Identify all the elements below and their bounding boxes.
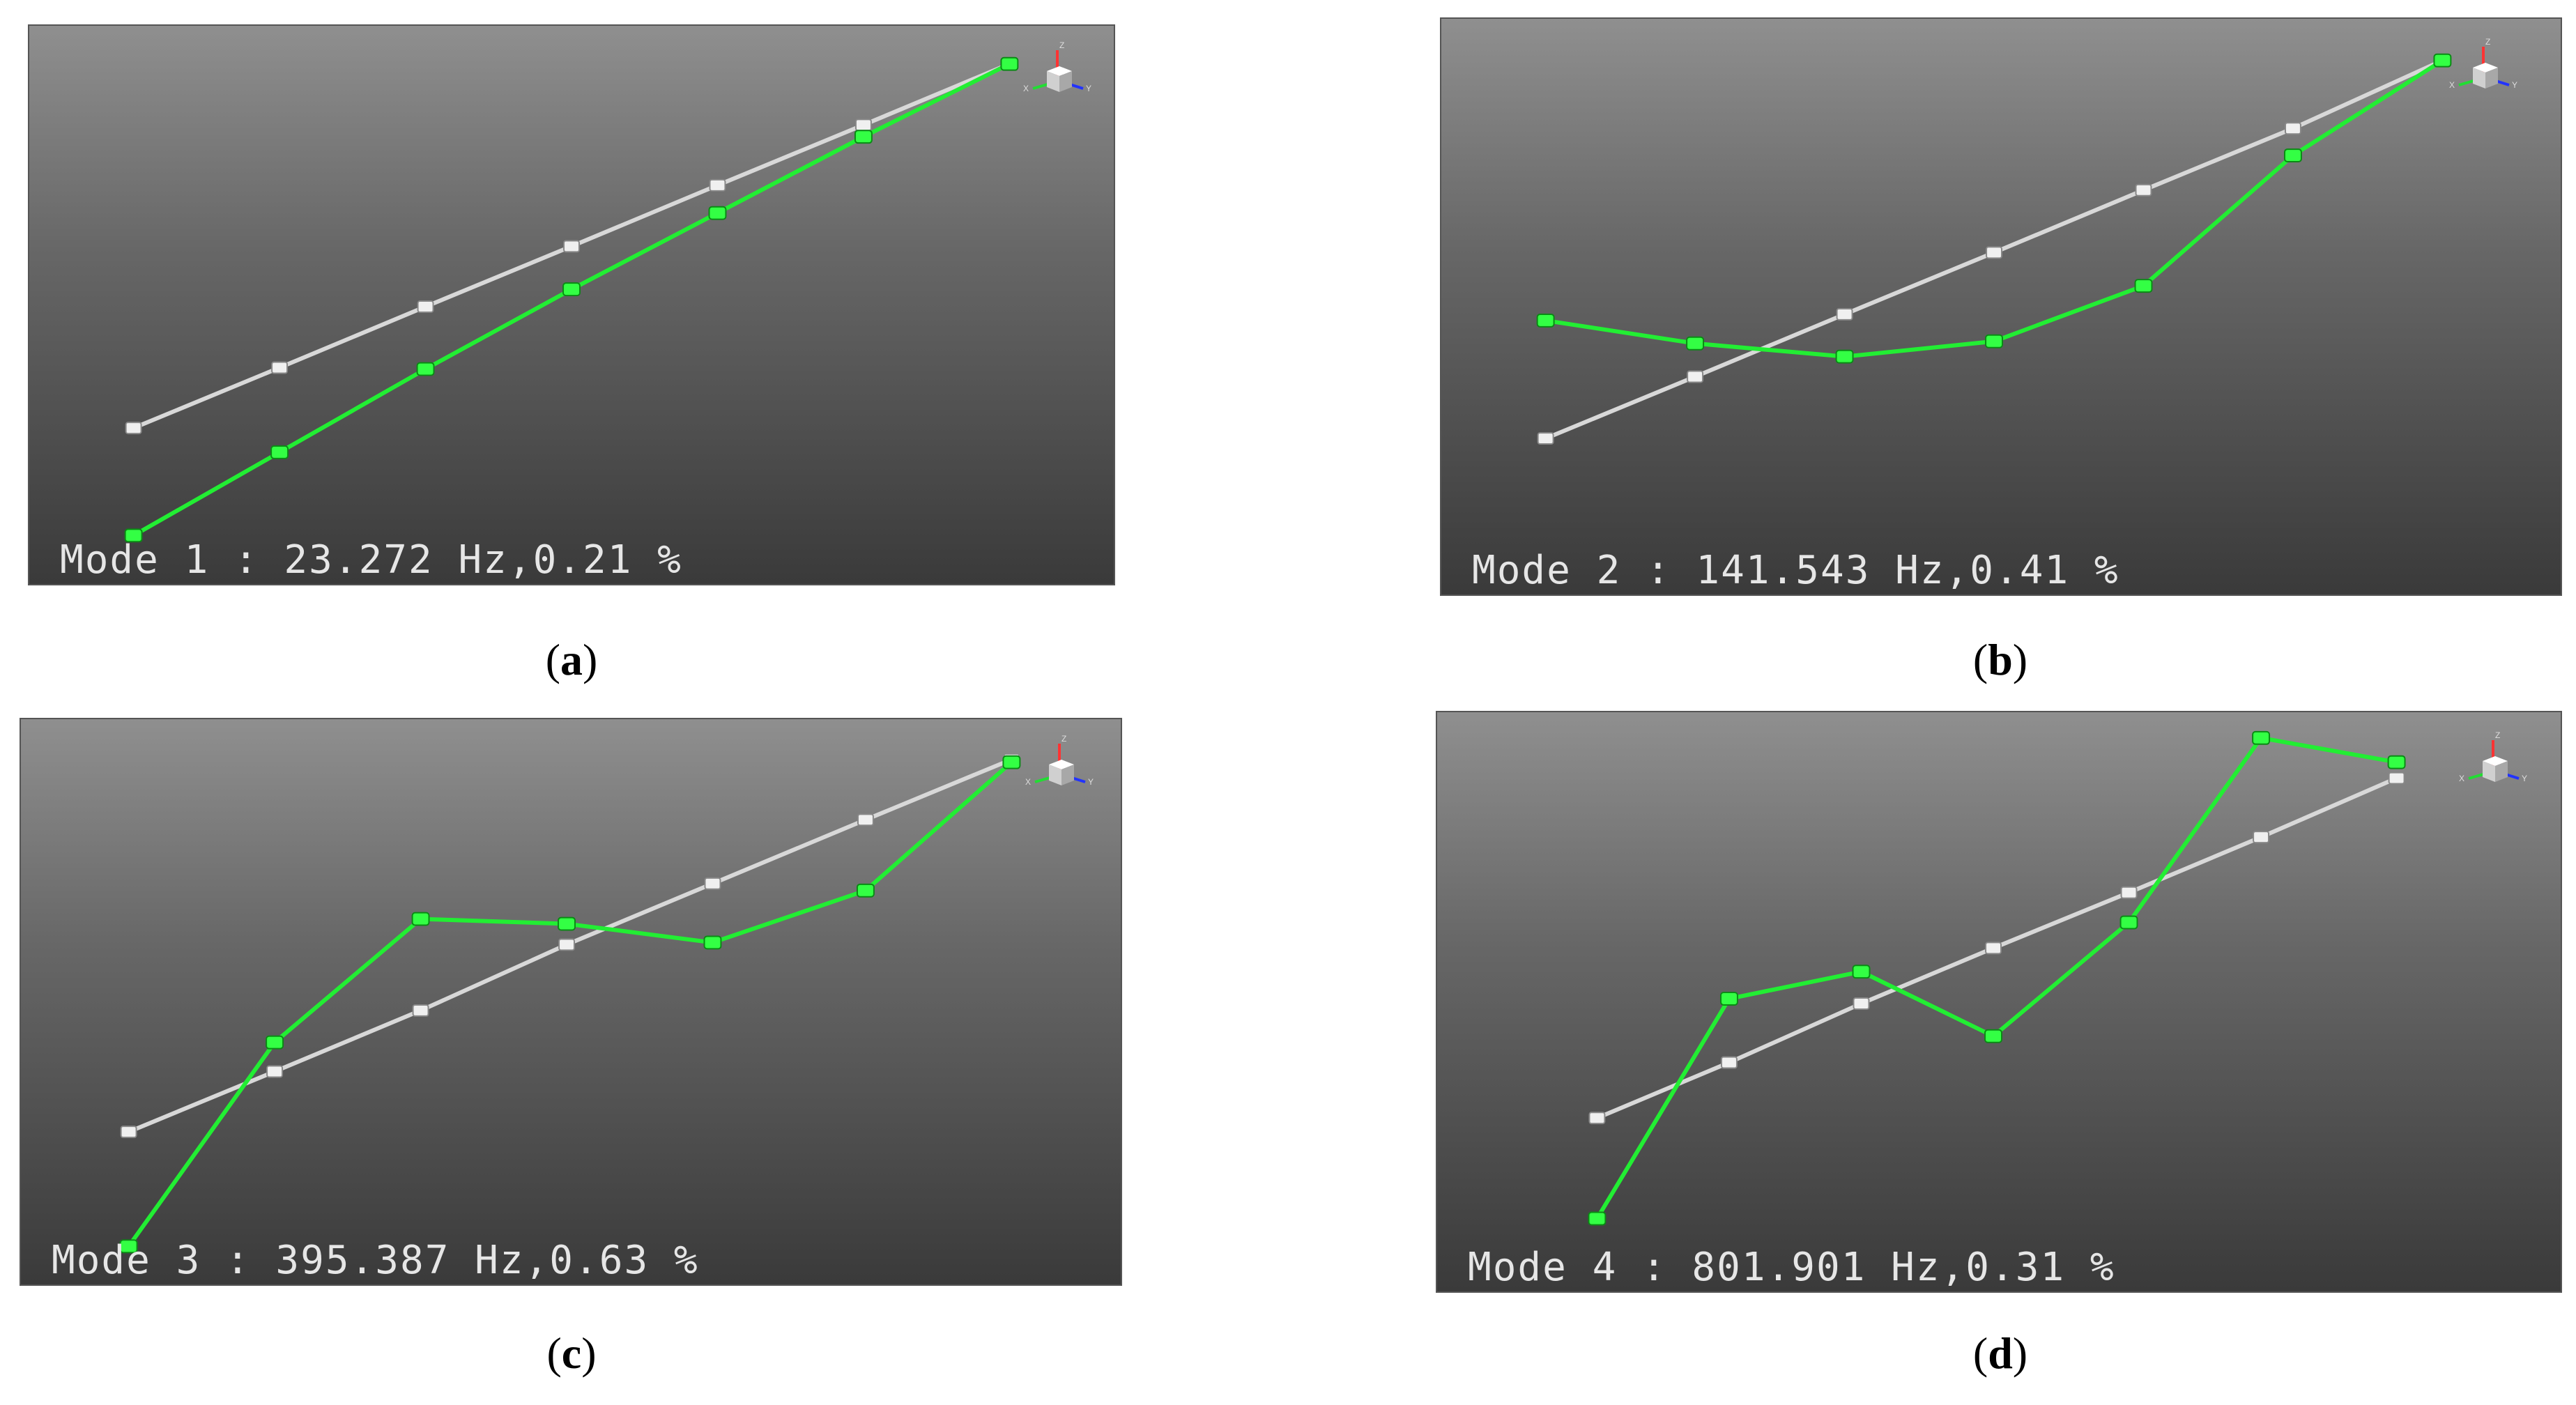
undeformed-node-1 [125, 422, 142, 435]
svg-text:Y: Y [1088, 777, 1094, 787]
mode-shape-plot-a [124, 56, 1019, 543]
deformed-node-4 [1985, 334, 2003, 348]
deformed-node-3 [1852, 965, 1871, 979]
deformed-node-2 [1686, 336, 1705, 351]
mode-label: Mode 1 : 23.272 Hz,0.21 % [60, 537, 682, 583]
caption-c: (c) [546, 1328, 597, 1378]
undeformed-node-4 [558, 938, 575, 951]
undeformed-node-6 [857, 813, 874, 827]
undeformed-node-6 [2284, 122, 2301, 135]
deformed-node-1 [124, 528, 143, 543]
deformed-shape-line [1545, 59, 2444, 359]
undeformed-node-2 [271, 361, 289, 374]
mode-shape-plot-d [1588, 730, 2406, 1226]
deformed-node-4 [558, 916, 576, 931]
undeformed-node-6 [854, 118, 872, 132]
undeformed-node-3 [1836, 307, 1853, 321]
deformed-node-4 [1984, 1029, 2002, 1043]
panel-d: Z X Y Mode 4 : 801.901 Hz,0.31 % [1436, 711, 2562, 1293]
deformed-node-1 [119, 1239, 138, 1254]
undeformed-node-3 [1853, 997, 1870, 1010]
axes-triad-icon: Z X Y [1019, 40, 1096, 109]
svg-text:Z: Z [2495, 730, 2500, 740]
deformed-node-5 [708, 206, 727, 220]
axes-triad-icon: Z X Y [2445, 36, 2522, 106]
deformed-node-2 [1719, 992, 1738, 1006]
panel-a: Z X Y Mode 1 : 23.272 Hz,0.21 % [28, 24, 1115, 585]
undeformed-node-4 [1986, 246, 2002, 259]
deformed-node-1 [1536, 313, 1555, 328]
caption-a: (a) [545, 635, 598, 684]
undeformed-node-1 [1537, 432, 1554, 445]
undeformed-node-5 [704, 877, 721, 890]
deformed-node-3 [1835, 349, 1854, 364]
deformed-node-4 [562, 282, 581, 297]
deformed-node-6 [2252, 730, 2271, 745]
axes-triad-icon: Z X Y [2455, 730, 2531, 799]
deformed-node-7 [1000, 56, 1019, 71]
svg-text:X: X [2459, 774, 2464, 783]
mode-label: Mode 3 : 395.387 Hz,0.63 % [52, 1238, 699, 1283]
panel-b: Z X Y Mode 2 : 141.543 Hz,0.41 % [1440, 17, 2562, 596]
undeformed-node-2 [1687, 370, 1704, 383]
deformed-node-3 [411, 912, 430, 926]
axes-triad-icon: Z X Y [1021, 733, 1098, 803]
deformed-shape-line [127, 760, 1013, 1248]
undeformed-node-5 [2135, 183, 2152, 197]
deformed-node-7 [1002, 755, 1021, 769]
undeformed-node-4 [563, 240, 580, 253]
undeformed-node-5 [709, 178, 726, 192]
undeformed-node-5 [2120, 886, 2138, 899]
undeformed-node-2 [266, 1065, 284, 1078]
svg-text:X: X [1023, 84, 1029, 93]
undeformed-node-3 [417, 300, 434, 313]
deformed-node-5 [703, 935, 722, 950]
undeformed-node-3 [412, 1004, 429, 1017]
svg-text:Z: Z [1061, 734, 1066, 744]
svg-text:Y: Y [1086, 84, 1091, 93]
deformed-shape-line [1595, 735, 2398, 1220]
deformed-node-6 [2283, 148, 2302, 163]
deformed-node-6 [856, 883, 875, 898]
undeformed-node-6 [2253, 831, 2270, 844]
svg-text:Z: Z [2485, 37, 2490, 47]
deformed-node-5 [2134, 279, 2153, 293]
deformed-node-3 [416, 362, 435, 376]
mode-shape-plot-c [119, 753, 1021, 1254]
deformed-node-7 [2387, 755, 2406, 769]
svg-text:Y: Y [2522, 774, 2527, 783]
deformed-node-1 [1588, 1211, 1607, 1226]
deformed-shape-line [132, 62, 1011, 537]
svg-text:Y: Y [2512, 80, 2517, 90]
deformed-node-2 [270, 445, 289, 459]
caption-d: (d) [1972, 1328, 2028, 1378]
undeformed-node-7 [2388, 771, 2405, 785]
mode-label: Mode 4 : 801.901 Hz,0.31 % [1468, 1245, 2115, 1290]
svg-text:X: X [1025, 777, 1031, 787]
svg-text:Z: Z [1059, 40, 1064, 50]
undeformed-node-1 [120, 1126, 137, 1139]
deformed-node-7 [2433, 53, 2452, 68]
caption-b: (b) [1972, 635, 2028, 684]
mode-label: Mode 2 : 141.543 Hz,0.41 % [1472, 548, 2119, 593]
deformed-node-2 [266, 1035, 284, 1050]
undeformed-node-2 [1720, 1056, 1738, 1069]
svg-text:X: X [2449, 80, 2455, 90]
deformed-node-6 [854, 130, 873, 144]
mode-shape-plot-b [1536, 53, 2452, 445]
undeformed-node-1 [1588, 1112, 1606, 1125]
deformed-node-5 [2119, 915, 2138, 930]
panel-c: Z X Y Mode 3 : 395.387 Hz,0.63 % [20, 718, 1122, 1286]
undeformed-node-4 [1985, 942, 2002, 955]
